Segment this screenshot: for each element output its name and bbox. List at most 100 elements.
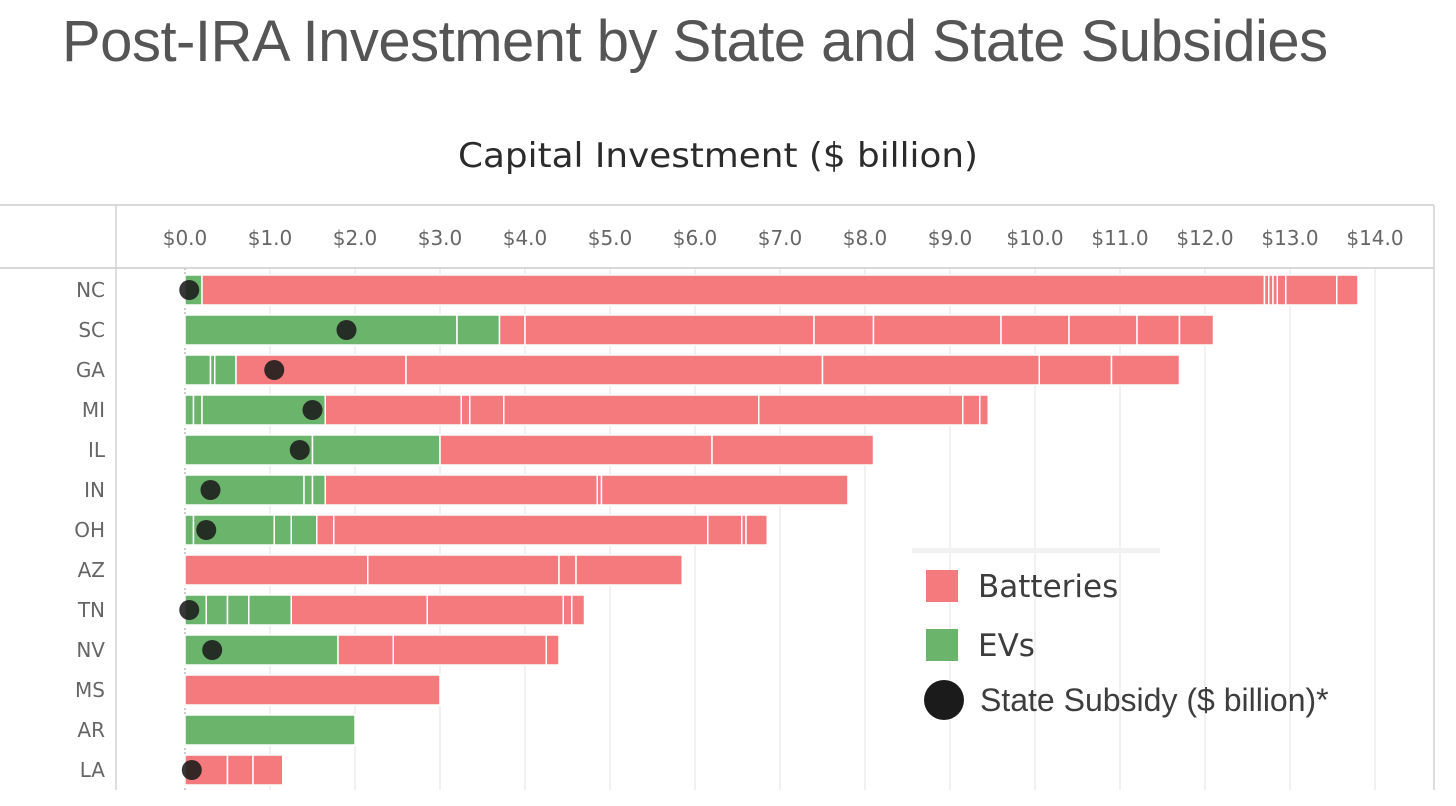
x-tick-label: $9.0 [928, 226, 973, 250]
category-label: MI [82, 398, 105, 422]
battery-bar-segment [711, 434, 875, 466]
legend: Batteries EVs State Subsidy ($ billion)* [912, 548, 1329, 720]
y-axis-categories: NC SC GA MI IL IN OH AZ TN NV MS AR LA [74, 278, 106, 782]
ev-bar-segment [184, 514, 195, 546]
battery-bar-segment [813, 314, 875, 346]
battery-bar-segment [316, 514, 335, 546]
legend-label: Batteries [978, 569, 1118, 605]
battery-bar-segment [392, 634, 547, 666]
ev-bar-segment [248, 594, 292, 626]
category-label: GA [76, 358, 105, 382]
battery-bar-segment [562, 594, 573, 626]
ev-bar-segment [205, 594, 229, 626]
category-label: TN [77, 598, 105, 622]
category-label: MS [75, 678, 105, 702]
battery-bar-segment [460, 394, 471, 426]
battery-bar-segment [184, 674, 441, 706]
bars [184, 274, 1359, 786]
x-tick-label: $0.0 [163, 226, 208, 250]
subsidy-point [302, 400, 323, 420]
subsidy-point [179, 280, 200, 300]
x-tick-label: $7.0 [758, 226, 803, 250]
battery-bar-segment [1285, 274, 1338, 306]
x-tick-label: $13.0 [1261, 226, 1318, 250]
battery-bar-segment [1068, 314, 1138, 346]
category-label: OH [74, 518, 105, 542]
battery-bar-segment [1276, 274, 1287, 306]
battery-bar-segment [324, 394, 462, 426]
battery-bar-segment [1336, 274, 1359, 306]
battery-bar-segment [745, 514, 768, 546]
battery-bar-segment [324, 474, 598, 506]
x-tick-label: $3.0 [418, 226, 463, 250]
battery-bar-segment [184, 554, 369, 586]
battery-bar-segment [571, 594, 586, 626]
legend-top-rule [912, 548, 1160, 553]
subsidy-point [196, 520, 217, 540]
category-label: NV [76, 638, 105, 662]
battery-bar-segment [498, 314, 526, 346]
ev-bar-segment [184, 314, 458, 346]
battery-bar-segment [872, 314, 1002, 346]
battery-bar-segment [469, 394, 505, 426]
chart-title: Capital Investment ($ billion) [458, 136, 978, 176]
x-axis-ticks: $0.0 $1.0 $2.0 $3.0 $4.0 $5.0 $6.0 $7.0 $8.0 $9.0… [163, 226, 1404, 250]
category-label: IL [88, 438, 106, 462]
ev-bar-segment [214, 354, 237, 386]
battery-bar-segment [252, 754, 284, 786]
battery-bar-segment [337, 634, 394, 666]
subsidy-point [179, 600, 200, 620]
ev-bar-segment [192, 394, 203, 426]
legend-label: State Subsidy ($ billion)* [980, 682, 1329, 718]
battery-bar-segment [367, 554, 560, 586]
battery-bar-segment [524, 314, 815, 346]
ev-bar-segment [184, 714, 356, 746]
ev-bar-segment [290, 514, 318, 546]
battery-bar-segment [979, 394, 989, 426]
battery-bar-segment [1000, 314, 1070, 346]
battery-bar-segment [600, 474, 849, 506]
legend-evs-swatch [926, 629, 958, 661]
x-tick-label: $5.0 [588, 226, 633, 250]
x-tick-label: $11.0 [1091, 226, 1148, 250]
battery-bar-segment [707, 514, 743, 546]
chart-frame [0, 204, 1435, 790]
page-title: Post-IRA Investment by State and State S… [62, 9, 1328, 74]
subsidy-point [200, 480, 221, 500]
battery-bar-segment [962, 394, 981, 426]
x-tick-label: $2.0 [333, 226, 378, 250]
x-tick-label: $1.0 [248, 226, 293, 250]
battery-bar-segment [235, 354, 407, 386]
ev-bar-segment [273, 514, 292, 546]
x-tick-label: $4.0 [503, 226, 548, 250]
x-tick-label: $12.0 [1176, 226, 1233, 250]
battery-bar-segment [226, 754, 254, 786]
category-label: AZ [78, 558, 105, 582]
ev-bar-segment [303, 474, 314, 506]
category-label: NC [76, 278, 105, 302]
category-label: SC [78, 318, 105, 342]
ev-bar-segment [311, 434, 441, 466]
ev-bar-segment [184, 394, 195, 426]
ev-bar-segment [184, 354, 212, 386]
battery-bar-segment [503, 394, 760, 426]
battery-bar-segment [426, 594, 564, 626]
subsidy-point [289, 440, 310, 460]
battery-bar-segment [405, 354, 824, 386]
category-label: IN [84, 478, 105, 502]
x-tick-label: $10.0 [1006, 226, 1063, 250]
x-tick-label: $6.0 [673, 226, 718, 250]
category-label: AR [77, 718, 105, 742]
ev-bar-segment [311, 474, 326, 506]
battery-bar-segment [575, 554, 683, 586]
x-tick-label: $8.0 [843, 226, 888, 250]
battery-bar-segment [333, 514, 709, 546]
x-tick-label: $14.0 [1346, 226, 1403, 250]
ev-bar-segment [226, 594, 250, 626]
legend-batteries-swatch [926, 570, 958, 602]
legend-label: EVs [978, 628, 1035, 664]
category-label: LA [80, 758, 106, 782]
legend-subsidy-marker [924, 680, 964, 720]
subsidy-point [181, 760, 202, 780]
